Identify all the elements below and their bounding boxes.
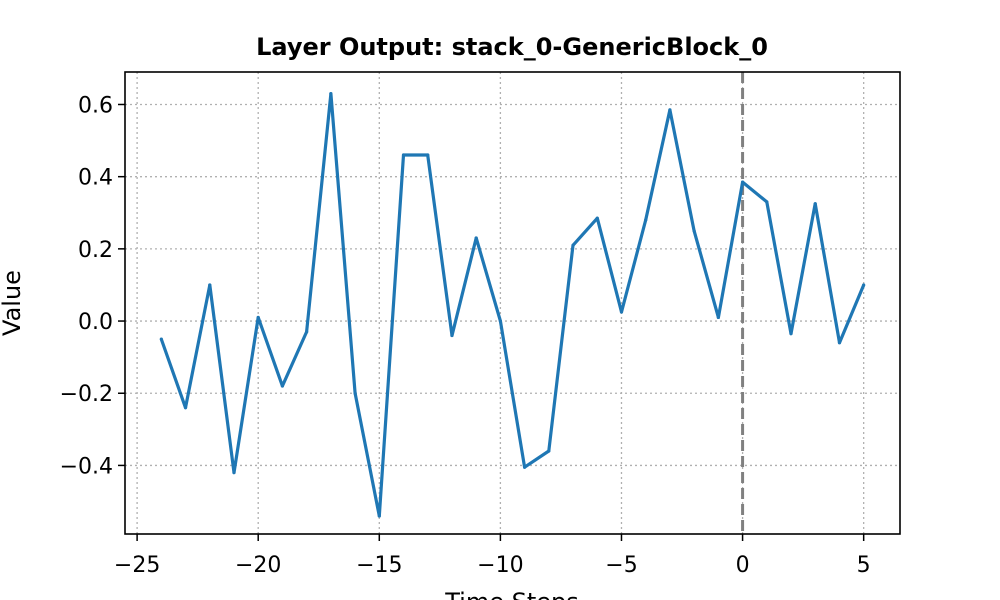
data-point: [280, 384, 285, 388]
series-line: [159, 92, 866, 518]
data-point: [837, 341, 842, 345]
data-point: [401, 153, 406, 157]
data-point: [692, 229, 696, 233]
y-tick-label: 0.6: [78, 93, 113, 118]
x-tick-label: −5: [605, 553, 637, 578]
x-axis-label: Time Steps: [444, 588, 579, 600]
x-tick-label: −20: [235, 553, 281, 578]
data-point: [329, 92, 333, 96]
data-point: [450, 333, 454, 338]
data-point: [305, 330, 309, 334]
data-point: [862, 283, 866, 287]
data-point: [208, 283, 212, 287]
data-point: [813, 202, 817, 206]
data-point: [547, 449, 551, 453]
data-point: [765, 200, 769, 204]
y-tick-label: 0.4: [78, 166, 113, 191]
x-tick-label: −15: [356, 553, 402, 578]
data-point: [644, 218, 648, 222]
data-point: [256, 315, 260, 320]
data-point: [740, 180, 745, 184]
y-tick-label: 0.0: [78, 310, 113, 335]
data-point: [183, 406, 188, 410]
y-tick-label: −0.2: [60, 382, 113, 407]
chart-title: Layer Output: stack_0-GenericBlock_0: [256, 33, 768, 61]
series-layer: [159, 92, 866, 518]
y-tick-label: 0.2: [78, 238, 113, 263]
axis-ticks: −25 −20 −15 −10 −5 0 5 −0.4 −0.2 0.0 0.2 0.4 0.6: [60, 93, 871, 578]
x-tick-label: 5: [857, 553, 871, 578]
data-point: [619, 310, 624, 314]
data-point: [571, 243, 575, 247]
data-point: [498, 319, 502, 323]
data-point: [353, 391, 357, 395]
y-axis-label: Value: [0, 270, 26, 336]
data-point: [789, 332, 793, 336]
x-tick-label: 0: [736, 553, 750, 578]
data-point: [377, 514, 381, 518]
x-tick-label: −25: [114, 553, 160, 578]
plot-frame: [124, 71, 901, 535]
data-point: [595, 216, 599, 220]
data-point: [159, 337, 163, 341]
data-point: [426, 153, 430, 157]
x-tick-label: −10: [477, 553, 523, 578]
data-point: [716, 315, 720, 320]
data-point: [474, 236, 478, 240]
data-point: [668, 108, 672, 112]
data-point: [523, 465, 527, 469]
y-tick-label: −0.4: [60, 454, 113, 479]
data-point: [232, 471, 236, 475]
